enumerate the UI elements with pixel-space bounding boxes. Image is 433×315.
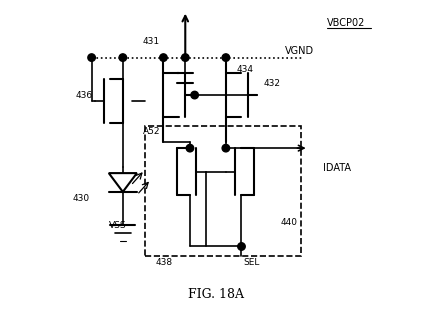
Text: IDATA: IDATA xyxy=(323,163,351,174)
Circle shape xyxy=(222,144,229,152)
Circle shape xyxy=(191,91,198,99)
Circle shape xyxy=(238,243,245,250)
Text: FIG. 18A: FIG. 18A xyxy=(188,288,245,301)
Circle shape xyxy=(119,54,126,61)
Circle shape xyxy=(222,54,229,61)
Circle shape xyxy=(186,144,194,152)
Circle shape xyxy=(181,54,189,61)
Text: 431: 431 xyxy=(142,37,159,46)
Circle shape xyxy=(160,54,167,61)
Bar xyxy=(145,126,301,256)
Text: VSS: VSS xyxy=(109,221,126,230)
Text: 430: 430 xyxy=(73,194,90,203)
Text: VGND: VGND xyxy=(285,46,314,56)
Text: 434: 434 xyxy=(237,65,254,74)
Text: 432: 432 xyxy=(263,79,280,88)
Text: VBCP02: VBCP02 xyxy=(327,18,366,28)
Text: SEL: SEL xyxy=(243,258,259,267)
Text: A52: A52 xyxy=(143,127,161,136)
Text: 436: 436 xyxy=(76,91,93,100)
Circle shape xyxy=(88,54,95,61)
Text: 438: 438 xyxy=(155,258,173,267)
Text: 440: 440 xyxy=(281,218,297,226)
